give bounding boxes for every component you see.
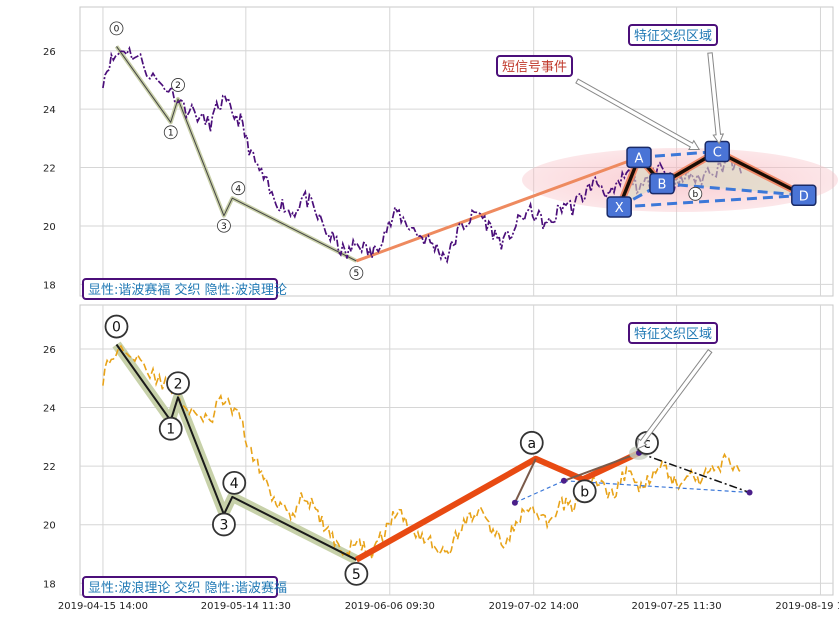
y-tick-label: 18: [43, 579, 56, 590]
annotation-feature-zone: 特征交织区域: [634, 28, 712, 44]
wave-point-label-3: 3: [221, 222, 227, 232]
harmonic-point-box-B: [649, 172, 675, 195]
wave-point-label-1: 1: [166, 422, 175, 438]
harmonic-xb: [514, 480, 565, 504]
wave-impulse-line: [115, 343, 357, 561]
wave-point-label-0-circle: [104, 314, 129, 339]
harmonic-point-marker: [746, 489, 753, 496]
marker-b-label: b: [692, 190, 698, 200]
wave-point-label-2: 2: [175, 81, 181, 91]
wave-point-label-0-circle: [109, 21, 124, 36]
wave-point-label-1: 1: [168, 129, 174, 139]
wave-point-label-1-circle: [163, 125, 178, 140]
x-tick-label: 2019-04-15 14:00: [58, 601, 148, 612]
wave-point-label-b: b: [580, 484, 589, 500]
wave-point-label-0: 0: [114, 25, 120, 35]
wave-point-label-4-circle: [231, 181, 246, 196]
wave-point-label-a: a: [527, 436, 536, 452]
y-tick-label: 26: [43, 47, 56, 58]
wave-point-label-4: 4: [230, 476, 239, 492]
harmonic-cd: [638, 452, 750, 494]
harmonic-dashed-AC: [638, 150, 718, 159]
harmonic-bd: [563, 480, 750, 494]
wave-point-label-3-circle: [217, 218, 231, 233]
legend-box-bottom: [82, 576, 278, 598]
harmonic-point-marker: [511, 499, 518, 506]
wave-point-label-0: 0: [112, 320, 121, 336]
harmonic-point-box-D: [791, 184, 817, 207]
annotation-feature-zone-arrow: [636, 349, 713, 450]
y-tick-label: 18: [43, 280, 56, 291]
wave-corrective-line: [354, 450, 641, 563]
wave-point-label-b-circle: [572, 479, 597, 504]
harmonic-point-label-C: C: [713, 146, 722, 161]
y-tick-label: 24: [43, 404, 56, 415]
marker-b-label-circle: [688, 186, 703, 201]
x-axis: 2019-04-15 14:00 2019-05-14 11:30 2019-06-…: [58, 601, 839, 612]
y-tick-label: 26: [43, 345, 56, 356]
harmonic-dashed-BD: [661, 182, 804, 197]
y-tick-label: 24: [43, 105, 56, 116]
legend-box-top: [82, 278, 278, 300]
y-tick-label: 20: [43, 222, 56, 233]
harmonic-point-label-A: A: [635, 151, 644, 166]
wave-point-label-c: c: [643, 436, 651, 452]
wave-point-label-3: 3: [219, 517, 228, 533]
price-series-line: [102, 344, 742, 559]
harmonic-xa: [514, 458, 537, 504]
legend-text-bottom: 显性:波浪理论 交织 隐性:谐波赛福: [88, 580, 287, 596]
x-tick-label: 2019-06-06 09:30: [345, 601, 435, 612]
bcd-fill: [661, 151, 804, 196]
annotation-feature-zone-box: [628, 322, 718, 344]
wave-point-label-a-circle: [519, 430, 544, 455]
y-tick-label: 22: [43, 462, 56, 473]
harmonic-point-label-X: X: [615, 201, 624, 216]
harmonic-point-label-B: B: [657, 178, 666, 193]
top-panel: 18 20 22 24 26 0 1 2 3 4 5 b X AB C D 短信号事件 特征交织区域显性:谐波赛福…: [43, 6, 838, 300]
harmonic-point-box-X: [606, 196, 632, 218]
annotation-feature-zone: 特征交织区域: [634, 326, 712, 342]
x-tick-label: 2019-08-19 10:00: [775, 601, 839, 612]
wave-point-label-5-circle: [349, 266, 364, 280]
wave-point-label-5: 5: [354, 269, 360, 279]
xab-fill: [619, 157, 662, 207]
harmonic-point-box-A: [626, 146, 652, 169]
wave-point-label-4: 4: [235, 184, 241, 194]
wave-5-to-a-line: [355, 155, 640, 263]
harmonic-leg-CD: [715, 149, 806, 197]
x-tick-label: 2019-07-25 11:30: [631, 601, 721, 612]
wave-point-label-2: 2: [174, 376, 183, 392]
wave-point-label-5-circle: [344, 561, 369, 586]
annotation-feature-zone-box: [628, 24, 718, 46]
wave-point-label-1-circle: [158, 416, 183, 441]
wave-point-label-3-circle: [212, 512, 236, 537]
harmonic-point-marker: [560, 477, 567, 484]
price-series-line: [102, 45, 743, 265]
y-tick-label: 20: [43, 521, 56, 532]
x-tick-label: 2019-07-02 14:00: [489, 601, 579, 612]
annotation-short-signal-box: [496, 55, 573, 77]
legend-text-top: 显性:谐波赛福 交织 隐性:波浪理论: [88, 282, 287, 298]
annotation-feature-zone-arrow: [707, 52, 725, 145]
y-tick-label: 22: [43, 164, 56, 175]
wave-line: [116, 46, 357, 262]
wave-point-label-2-circle: [171, 78, 185, 92]
wave-point-label-2-circle: [166, 371, 190, 396]
harmonic-bc: [563, 451, 640, 482]
annotation-short-signal-arrow: [575, 78, 701, 150]
x-tick-label: 2019-05-14 11:30: [201, 601, 291, 612]
wave-point-label-5: 5: [352, 567, 361, 583]
harmonic-point-label-D: D: [799, 189, 809, 204]
annotation-short-signal: 短信号事件: [502, 60, 567, 75]
wave-point-label-4-circle: [222, 470, 247, 495]
